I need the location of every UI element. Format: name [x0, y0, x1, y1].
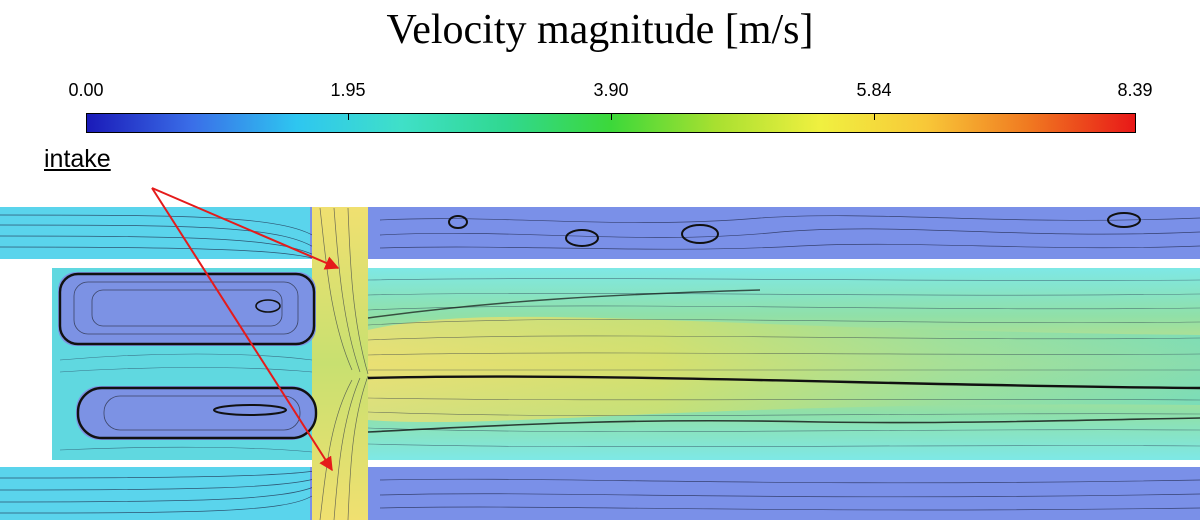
- inlet-streamlines: [319, 207, 369, 521]
- chamber-streamlines: [59, 353, 313, 453]
- intake-arrow-lower: [151, 187, 333, 472]
- colorbar-tick: [348, 113, 349, 120]
- colorbar-tick: [611, 113, 612, 120]
- wall: [0, 259, 52, 467]
- wall: [368, 259, 1200, 268]
- colorbar-tick-label: 5.84: [856, 80, 892, 100]
- intake-label: intake: [44, 145, 111, 173]
- colorbar-tick-label: 3.90: [593, 80, 629, 100]
- shear-streamline: [367, 417, 1200, 433]
- page-title: Velocity magnitude [m/s]: [386, 7, 814, 53]
- shear-streamline: [367, 289, 761, 319]
- colorbar-tick: [874, 113, 875, 120]
- colorbar-tick-label: 8.39: [1117, 80, 1153, 100]
- inlet-slot: [312, 207, 368, 520]
- centerline-streamline: [367, 375, 1200, 390]
- top-channel-vortices: [448, 212, 1141, 247]
- lower-vortex-streamlines: [76, 386, 318, 440]
- intake-arrow-upper: [151, 187, 340, 270]
- upper-vortex-streamlines: [58, 272, 316, 346]
- wall: [0, 460, 312, 467]
- central-jet: [368, 316, 1200, 423]
- wall: [0, 259, 312, 268]
- lower-recirculation-zone: [76, 386, 316, 440]
- bottom-channel-streamlines: [0, 469, 1200, 514]
- colorbar-tick-label: 0.00: [68, 80, 104, 100]
- bottom-inflow-stream: [0, 467, 310, 520]
- wall: [368, 460, 1200, 467]
- upper-recirculation-zone: [58, 272, 316, 346]
- velocity-colorbar: [86, 113, 1136, 133]
- colorbar-tick-label: 1.95: [330, 80, 366, 100]
